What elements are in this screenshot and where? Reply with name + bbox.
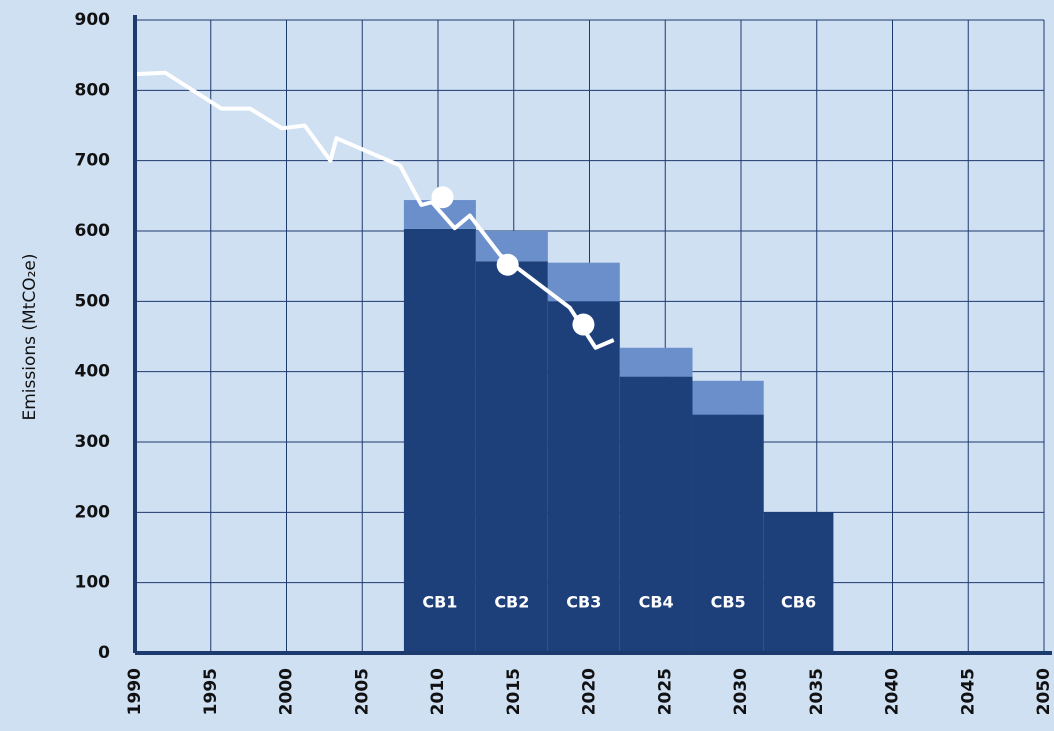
budget-label: CB1 [422, 593, 457, 612]
x-tick-label: 2035 [807, 668, 827, 715]
y-tick-label: 300 [75, 432, 111, 452]
budget-bar [547, 262, 620, 302]
y-tick-label: 700 [75, 151, 111, 171]
y-tick-label: 800 [75, 80, 111, 100]
x-tick-label: 2000 [277, 668, 297, 715]
budget-bar [692, 414, 764, 653]
y-tick-label: 0 [98, 643, 110, 663]
x-tick-label: 2045 [958, 668, 978, 715]
x-tick-label: 2005 [352, 668, 372, 715]
budget-bar [692, 380, 764, 415]
y-tick-label: 900 [75, 10, 111, 30]
y-tick-label: 200 [75, 502, 111, 522]
x-tick-label: 2025 [655, 668, 675, 715]
x-tick-label: 2050 [1034, 668, 1054, 715]
x-tick-label: 2020 [580, 668, 600, 715]
marker [572, 313, 595, 336]
y-tick-label: 100 [75, 573, 111, 593]
budget-bar [403, 228, 476, 653]
x-tick-label: 2040 [883, 668, 903, 715]
y-axis-label: Emissions (MtCO₂e) [20, 253, 40, 420]
x-tick-label: 1990 [125, 668, 145, 715]
budget-label: CB5 [711, 593, 746, 612]
marker [431, 186, 454, 209]
budget-bar [547, 301, 620, 653]
budget-label: CB2 [494, 593, 529, 612]
x-tick-label: 1995 [201, 668, 221, 715]
budget-bar [475, 261, 548, 653]
x-tick-label: 2030 [731, 668, 751, 715]
budget-label: CB3 [566, 593, 601, 612]
budget-bar [619, 376, 693, 653]
marker [496, 253, 519, 276]
x-tick-label: 2010 [428, 668, 448, 715]
emissions-line [134, 70, 615, 350]
y-tick-label: 500 [75, 291, 111, 311]
budget-label: CB4 [639, 593, 674, 612]
x-tick-label: 2015 [504, 668, 524, 715]
budget-bar [763, 512, 834, 653]
y-tick-label: 400 [75, 362, 111, 382]
budget-label: CB6 [781, 593, 816, 612]
budget-bar [619, 347, 693, 377]
y-tick-label: 600 [75, 221, 111, 241]
